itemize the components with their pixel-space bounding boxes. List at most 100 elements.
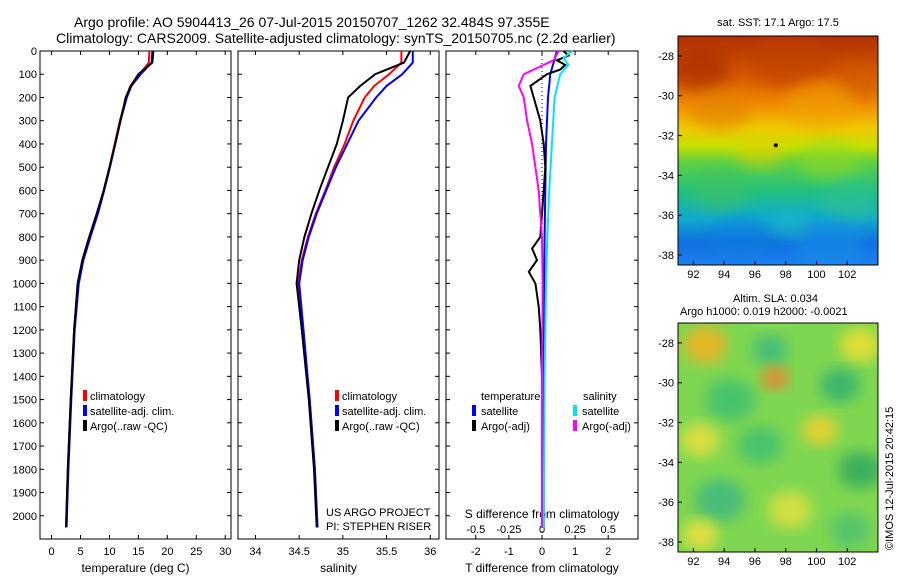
title-line-1: Argo profile: AO 5904413_26 07-Jul-2015 … bbox=[74, 14, 550, 30]
sla-map-subtitle: Argo h1000: 0.019 h2000: -0.0021 bbox=[680, 306, 848, 318]
series-line bbox=[542, 50, 558, 528]
x-axis-label: temperature (deg C) bbox=[81, 561, 189, 575]
y-tick-label: 1300 bbox=[13, 348, 37, 360]
sst-map-title: sat. SST: 17.1 Argo: 17.5 bbox=[717, 17, 839, 29]
y-tick-label: 600 bbox=[19, 185, 37, 197]
map-y-tick-label: -32 bbox=[658, 418, 674, 430]
map-x-tick-label: 100 bbox=[807, 269, 825, 281]
x-tick-label: 0 bbox=[539, 546, 545, 558]
series-line bbox=[298, 51, 414, 528]
x-tick-label: 10 bbox=[103, 546, 115, 558]
x-tick-label: 25 bbox=[190, 546, 202, 558]
map-frame bbox=[677, 35, 879, 266]
map-y-tick-label: -34 bbox=[658, 170, 674, 182]
legend-swatch bbox=[472, 405, 476, 416]
y-tick-label: 2000 bbox=[13, 511, 37, 523]
x-tick-label: 0 bbox=[49, 546, 55, 558]
series-line bbox=[65, 50, 155, 528]
sst-patch bbox=[678, 49, 730, 91]
sla-patch bbox=[682, 519, 718, 551]
x-tick-label: 1 bbox=[572, 546, 578, 558]
sla-patch bbox=[761, 366, 789, 390]
x-tick-label: 15 bbox=[132, 546, 144, 558]
y-tick-label: 100 bbox=[19, 69, 37, 81]
salinity-profile-panel: 34 34.5 35 35.5 36 salinity climatology satelli… bbox=[237, 50, 440, 575]
map-y-tick-label: -36 bbox=[658, 210, 674, 222]
imos-stamp: ©IMOS 12-Jul-2015 20:42:15 bbox=[884, 406, 896, 550]
sla-patch bbox=[683, 326, 727, 364]
y-tick-label: 1600 bbox=[13, 418, 37, 430]
temperature-profile-panel: 0 5 10 15 20 25 300100200300400500600700800900… bbox=[13, 46, 232, 575]
legend-label: satellite bbox=[481, 406, 518, 418]
x-tick-label: 34 bbox=[249, 546, 261, 558]
legend-swatch bbox=[335, 405, 339, 416]
map-x-tick-label: 92 bbox=[687, 556, 699, 568]
sla-patch bbox=[830, 513, 870, 547]
y-tick-label: 900 bbox=[19, 255, 37, 267]
x-tick-label: 20 bbox=[161, 546, 173, 558]
y-tick-label: 500 bbox=[19, 162, 37, 174]
sst-patch bbox=[770, 211, 810, 239]
s-tick-label: -0.5 bbox=[466, 524, 485, 536]
sst-patch bbox=[710, 219, 770, 261]
y-tick-label: 400 bbox=[19, 139, 37, 151]
map-x-tick-label: 96 bbox=[749, 556, 761, 568]
y-tick-label: 1500 bbox=[13, 395, 37, 407]
x-tick-label: 2 bbox=[605, 546, 611, 558]
map-x-tick-label: 94 bbox=[718, 556, 730, 568]
sst-patch bbox=[820, 179, 878, 221]
map-x-tick-label: 102 bbox=[838, 556, 856, 568]
series-line bbox=[295, 50, 412, 528]
map-x-tick-label: 102 bbox=[838, 269, 856, 281]
y-tick-label: 300 bbox=[19, 116, 37, 128]
sla-patch bbox=[768, 491, 812, 529]
sla-patch bbox=[840, 328, 878, 362]
x-tick-label: 5 bbox=[77, 546, 83, 558]
sst-patch bbox=[735, 132, 785, 168]
x-tick-label: 36 bbox=[424, 546, 436, 558]
difference-profile-panel: -2 -1 0 1 2 T difference from climatology -0.5… bbox=[445, 50, 639, 575]
series-line bbox=[527, 50, 571, 528]
legend-swatch bbox=[335, 420, 339, 431]
sst-map: 92 94 96 98 100 102 -28 -30 -32 -34 -36 -38 bbox=[658, 35, 879, 281]
legend-swatch bbox=[472, 420, 476, 431]
s-tick-label: 0.25 bbox=[564, 524, 585, 536]
legend-label: climatology bbox=[342, 391, 398, 403]
map-x-tick-label: 94 bbox=[718, 269, 730, 281]
map-y-tick-label: -38 bbox=[658, 250, 674, 262]
series-line bbox=[517, 50, 560, 528]
y-tick-label: 1800 bbox=[13, 464, 37, 476]
map-x-tick-label: 98 bbox=[780, 269, 792, 281]
x-axis-label: T difference from climatology bbox=[465, 561, 619, 575]
map-y-tick-label: -28 bbox=[658, 338, 674, 350]
title-line-2: Climatology: CARS2009. Satellite-adjuste… bbox=[56, 30, 616, 46]
x-tick-label: -2 bbox=[471, 546, 481, 558]
sst-patch bbox=[690, 89, 750, 131]
map-x-tick-label: 100 bbox=[807, 556, 825, 568]
y-tick-label: 1400 bbox=[13, 371, 37, 383]
x-axis-label: salinity bbox=[320, 561, 357, 575]
y-tick-label: 700 bbox=[19, 209, 37, 221]
legend-label: Argo(-adj) bbox=[582, 421, 631, 433]
legend-swatch bbox=[83, 420, 87, 431]
map-frame bbox=[677, 322, 879, 553]
plot-frame bbox=[39, 50, 232, 540]
x-tick-label: 35.5 bbox=[376, 546, 397, 558]
y-tick-label: 0 bbox=[31, 46, 37, 58]
y-tick-label: 200 bbox=[19, 92, 37, 104]
sst-field bbox=[678, 36, 878, 265]
legend-swatch bbox=[573, 405, 577, 416]
legend-label: climatology bbox=[90, 391, 146, 403]
y-tick-label: 800 bbox=[19, 232, 37, 244]
s-tick-label: 0.5 bbox=[601, 524, 616, 536]
legend-swatch bbox=[335, 390, 339, 401]
sla-field bbox=[678, 323, 878, 552]
sla-patch bbox=[705, 378, 755, 422]
plot-frame bbox=[237, 50, 440, 540]
credit-text: US ARGO PROJECT bbox=[326, 507, 431, 519]
x-tick-label: 34.5 bbox=[288, 546, 309, 558]
sla-map-title: Altim. SLA: 0.034 bbox=[733, 293, 818, 305]
credit-pi: PI: STEPHEN RISER bbox=[326, 521, 431, 533]
sst-patch bbox=[750, 36, 830, 88]
